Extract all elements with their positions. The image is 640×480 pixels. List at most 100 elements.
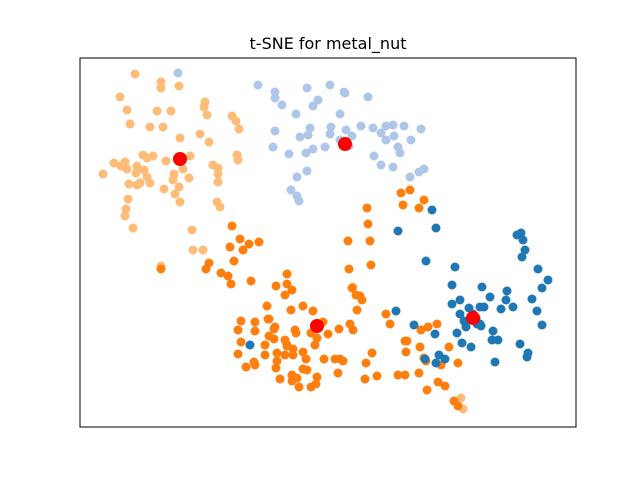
scatter-point xyxy=(284,149,294,159)
scatter-point xyxy=(132,180,142,190)
scatter-point xyxy=(319,354,329,364)
scatter-point xyxy=(361,358,371,368)
scatter-point xyxy=(166,106,176,116)
scatter-point xyxy=(416,325,426,335)
chart-title: t-SNE for metal_nut xyxy=(250,34,407,54)
scatter-point xyxy=(152,106,162,116)
scatter-point xyxy=(123,194,133,204)
scatter-point xyxy=(175,133,185,143)
scatter-point xyxy=(447,280,457,290)
scatter-point xyxy=(174,182,184,192)
scatter-point xyxy=(291,328,301,338)
scatter-point xyxy=(282,341,292,351)
scatter-point xyxy=(372,371,382,381)
scatter-point xyxy=(325,80,335,90)
scatter-point xyxy=(381,309,391,319)
scatter-point xyxy=(178,164,188,174)
scatter-point xyxy=(213,169,223,179)
scatter-point xyxy=(414,203,424,213)
scatter-point xyxy=(156,264,166,274)
scatter-point xyxy=(427,205,437,215)
scatter-point xyxy=(223,271,233,281)
scatter-point xyxy=(388,120,398,130)
scatter-point xyxy=(280,350,290,360)
scatter-point xyxy=(347,283,357,293)
scatter-point xyxy=(287,285,297,295)
scatter-point xyxy=(120,211,130,221)
scatter-point xyxy=(537,283,547,293)
scatter-point xyxy=(455,309,465,319)
scatter-point xyxy=(241,362,251,372)
scatter-point xyxy=(187,225,197,235)
scatter-point xyxy=(440,381,450,391)
scatter-point xyxy=(287,376,297,386)
scatter-point xyxy=(325,129,335,139)
scatter-point xyxy=(363,92,373,102)
scatter-point xyxy=(522,352,532,362)
scatter-point xyxy=(98,169,108,179)
scatter-point xyxy=(286,305,296,315)
scatter-point xyxy=(231,116,241,126)
scatter-point xyxy=(286,185,296,195)
scatter-point xyxy=(431,223,441,233)
scatter-point xyxy=(488,326,498,336)
scatter-point xyxy=(124,179,134,189)
scatter-point xyxy=(365,236,375,246)
scatter-point xyxy=(272,348,282,358)
plot-area xyxy=(79,57,577,428)
scatter-point xyxy=(234,124,244,134)
scatter-point xyxy=(477,282,487,292)
scatter-point xyxy=(168,175,178,185)
scatter-point xyxy=(271,281,281,291)
scatter-point xyxy=(215,202,225,212)
scatter-point xyxy=(369,151,379,161)
scatter-point xyxy=(352,305,362,315)
scatter-point xyxy=(128,223,138,233)
scatter-point xyxy=(341,125,351,135)
scatter-point xyxy=(457,338,467,348)
scatter-point xyxy=(282,279,292,289)
scatter-point xyxy=(271,363,281,373)
scatter-point xyxy=(238,245,248,255)
scatter-point xyxy=(409,320,419,330)
scatter-point xyxy=(543,275,553,285)
scatter-point xyxy=(479,302,489,312)
scatter-point xyxy=(366,260,376,270)
scatter-point xyxy=(518,235,528,245)
axes-frame xyxy=(79,57,577,428)
scatter-point xyxy=(320,142,330,152)
scatter-point xyxy=(456,393,466,403)
scatter-point xyxy=(430,329,440,339)
scatter-point xyxy=(355,291,365,301)
scatter-point xyxy=(360,374,370,384)
scatter-point xyxy=(254,237,264,247)
scatter-point xyxy=(515,339,525,349)
centroid-point xyxy=(310,319,324,333)
scatter-point xyxy=(421,256,431,266)
scatter-point xyxy=(414,167,424,177)
scatter-point xyxy=(270,93,280,103)
scatter-point xyxy=(388,162,398,172)
scatter-point xyxy=(533,264,543,274)
scatter-point xyxy=(381,135,391,145)
scatter-point xyxy=(490,357,500,367)
scatter-point xyxy=(440,354,450,364)
scatter-point xyxy=(294,382,304,392)
scatter-point xyxy=(376,160,386,170)
scatter-point xyxy=(233,155,243,165)
scatter-point xyxy=(453,401,463,411)
scatter-point xyxy=(312,372,322,382)
scatter-point xyxy=(270,126,280,136)
scatter-point xyxy=(343,236,353,246)
scatter-point xyxy=(461,322,471,332)
scatter-point xyxy=(347,131,357,141)
scatter-point xyxy=(282,269,292,279)
scatter-point xyxy=(122,105,132,115)
scatter-point xyxy=(501,295,511,305)
scatter-point xyxy=(291,109,301,119)
scatter-point xyxy=(121,204,131,214)
scatter-point xyxy=(376,128,386,138)
scatter-point xyxy=(367,348,377,358)
scatter-point xyxy=(226,279,236,289)
